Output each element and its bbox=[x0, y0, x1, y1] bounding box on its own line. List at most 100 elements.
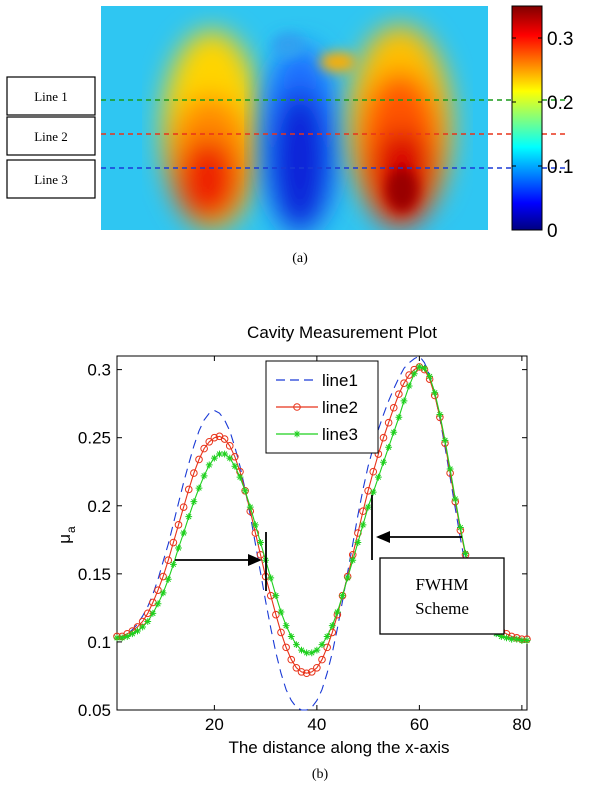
data-point-line3 bbox=[231, 462, 239, 470]
data-point-line2 bbox=[220, 435, 229, 443]
y-axis-label: μa bbox=[55, 526, 78, 544]
data-point-line3 bbox=[513, 635, 521, 643]
data-point-line3 bbox=[359, 521, 367, 529]
line-2-label-box: Line 2 bbox=[6, 116, 96, 156]
y-tick-label: 0.3 bbox=[87, 361, 111, 380]
colorbar-tick-label: 0.2 bbox=[547, 93, 573, 114]
data-point-line2 bbox=[251, 529, 260, 537]
caption-a: (a) bbox=[292, 251, 308, 266]
data-point-line2 bbox=[179, 503, 188, 511]
data-point-line3 bbox=[313, 646, 321, 654]
data-point-line3 bbox=[462, 550, 469, 557]
data-point-line3 bbox=[257, 539, 264, 546]
data-point-line2 bbox=[282, 643, 290, 652]
data-point-line3 bbox=[369, 488, 377, 496]
data-point-line3 bbox=[344, 574, 352, 582]
data-point-line3 bbox=[185, 513, 193, 521]
data-point-line3 bbox=[508, 635, 516, 643]
data-point-line3 bbox=[323, 633, 331, 640]
data-point-line3 bbox=[374, 473, 382, 481]
data-point-line2 bbox=[277, 628, 285, 637]
data-point-line2 bbox=[272, 610, 280, 619]
data-point-line3 bbox=[523, 637, 531, 644]
data-point-line3 bbox=[333, 608, 341, 616]
chart-title: Cavity Measurement Plot bbox=[247, 323, 437, 342]
data-point-line2 bbox=[159, 572, 167, 581]
legend-item-line2: line2 bbox=[276, 398, 358, 417]
data-point-line3 bbox=[441, 437, 449, 444]
x-tick-label: 40 bbox=[307, 715, 326, 734]
data-point-line3 bbox=[436, 411, 444, 418]
data-point-line3 bbox=[205, 461, 213, 469]
data-point-line3 bbox=[328, 622, 336, 629]
y-tick-label: 0.25 bbox=[78, 429, 111, 448]
data-point-line3 bbox=[272, 592, 280, 600]
line-1-label: Line 1 bbox=[34, 89, 68, 104]
data-point-line3 bbox=[354, 539, 362, 546]
data-point-line3 bbox=[339, 592, 346, 600]
data-point-line2 bbox=[302, 669, 311, 678]
colorbar-ticks: 0 0.1 0.2 0.3 bbox=[512, 29, 573, 242]
x-axis-label: The distance along the x-axis bbox=[228, 738, 449, 757]
data-point-line2 bbox=[400, 379, 408, 388]
data-point-line2 bbox=[359, 507, 367, 516]
legend-label: line2 bbox=[322, 398, 358, 417]
data-point-line3 bbox=[349, 556, 357, 564]
data-point-line2 bbox=[395, 390, 403, 398]
data-point-line2 bbox=[190, 469, 198, 477]
data-point-line2 bbox=[297, 668, 306, 676]
data-point-line3 bbox=[390, 428, 398, 436]
colorbar-tick-label: 0.3 bbox=[547, 29, 573, 50]
data-point-line3 bbox=[154, 600, 162, 608]
data-point-line3 bbox=[405, 382, 413, 390]
data-point-line3 bbox=[190, 498, 198, 506]
colorbar-tick-label: 0 bbox=[547, 221, 558, 242]
line-chart-panel: Cavity Measurement Plot 20 40 60 80 0.05 0.1… bbox=[55, 323, 531, 782]
data-point-line3 bbox=[426, 373, 434, 380]
data-point-line2 bbox=[369, 467, 378, 476]
data-point-line2 bbox=[184, 485, 193, 494]
legend-label: line3 bbox=[322, 425, 358, 444]
data-point-line2 bbox=[389, 403, 398, 412]
data-point-line2 bbox=[307, 668, 316, 676]
data-point-line3 bbox=[113, 634, 121, 642]
legend-marker bbox=[293, 430, 301, 438]
data-point-line3 bbox=[364, 503, 372, 511]
data-point-line3 bbox=[149, 609, 157, 617]
data-point-line2 bbox=[154, 586, 162, 594]
data-point-line3 bbox=[287, 633, 295, 640]
data-point-line3 bbox=[221, 450, 229, 458]
data-point-line3 bbox=[277, 608, 285, 616]
data-point-line3 bbox=[180, 529, 188, 537]
data-point-line2 bbox=[384, 418, 393, 427]
data-point-line3 bbox=[292, 641, 300, 649]
data-point-line2 bbox=[292, 663, 301, 672]
data-point-line3 bbox=[400, 397, 408, 405]
x-ticks: 20 40 60 80 bbox=[205, 356, 531, 734]
legend-item-line1: line1 bbox=[276, 371, 358, 390]
data-point-line2 bbox=[169, 538, 178, 547]
data-point-line3 bbox=[159, 589, 167, 597]
data-point-line3 bbox=[410, 370, 418, 378]
data-point-line3 bbox=[210, 454, 218, 462]
data-point-line3 bbox=[251, 521, 259, 529]
data-point-line3 bbox=[380, 458, 387, 466]
data-point-line3 bbox=[431, 389, 439, 397]
legend: line1 line2 line3 bbox=[265, 360, 379, 454]
data-point-line3 bbox=[446, 465, 454, 473]
data-point-line3 bbox=[118, 634, 126, 642]
data-point-line3 bbox=[456, 524, 464, 531]
data-point-line3 bbox=[216, 450, 223, 458]
data-point-line2 bbox=[205, 437, 214, 446]
x-tick-label: 60 bbox=[410, 715, 429, 734]
data-point-line2 bbox=[318, 655, 326, 664]
y-ticks: 0.05 0.1 0.15 0.2 0.25 0.3 bbox=[78, 361, 527, 720]
data-point-line3 bbox=[267, 574, 275, 582]
data-point-line2 bbox=[287, 655, 296, 664]
data-point-line3 bbox=[395, 413, 403, 421]
data-point-line2 bbox=[313, 663, 321, 672]
heatmap-image bbox=[101, 6, 488, 230]
data-point-line3 bbox=[139, 623, 147, 631]
data-point-line3 bbox=[318, 641, 326, 649]
